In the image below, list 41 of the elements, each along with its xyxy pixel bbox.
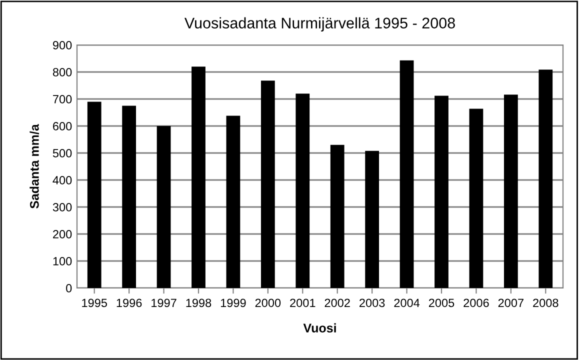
y-tick-label: 0	[66, 284, 72, 292]
x-tick-label: 2007	[498, 298, 524, 308]
bar	[296, 94, 310, 288]
bar	[192, 66, 206, 288]
y-axis-title: Sadanta mm/a	[30, 124, 39, 209]
x-tick-label: 2008	[533, 298, 558, 308]
x-tick-label: 2001	[290, 298, 316, 308]
bar	[504, 94, 518, 288]
bar	[226, 116, 240, 288]
x-tick-label: 1998	[186, 298, 212, 308]
bar	[260, 80, 275, 288]
y-tick-label: 800	[52, 68, 72, 76]
y-tick-label: 200	[53, 230, 72, 238]
x-tick-label: 2005	[428, 298, 454, 308]
bar	[330, 144, 344, 288]
bar	[469, 108, 484, 288]
x-tick-label: 1997	[152, 298, 176, 308]
bar	[365, 150, 380, 288]
y-tick-label: 600	[53, 122, 72, 130]
bar	[122, 106, 136, 288]
bar	[87, 102, 102, 288]
bar	[400, 60, 414, 288]
x-tick-label: 1999	[220, 298, 246, 308]
x-tick-label: 2003	[360, 298, 385, 308]
y-tick-label: 900	[52, 41, 72, 50]
bar	[434, 96, 448, 288]
y-tick-label: 100	[53, 257, 72, 266]
x-tick-label: 2004	[394, 298, 420, 308]
y-tick-label: 400	[52, 176, 72, 184]
bar	[538, 70, 553, 288]
bar	[156, 126, 171, 288]
y-tick-label: 500	[52, 149, 72, 158]
x-tick-label: 2000	[255, 298, 281, 308]
x-tick-label: 1996	[116, 298, 142, 308]
y-tick-label: 700	[53, 95, 72, 104]
x-tick-label: 1995	[82, 298, 107, 308]
y-tick-label: 300	[52, 203, 72, 212]
x-tick-label: 2002	[324, 298, 350, 308]
x-tick-label: 2006	[464, 298, 489, 308]
x-axis-title: Vuosi	[303, 323, 336, 332]
chart-title: Vuosisadanta Nurmijärvellä 1995 - 2008	[184, 17, 455, 32]
